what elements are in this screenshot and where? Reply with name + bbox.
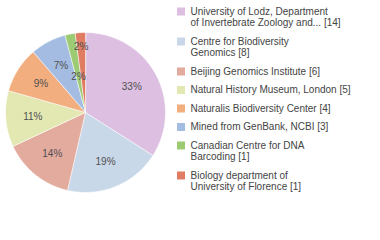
- svg-text:14%: 14%: [42, 148, 62, 159]
- svg-text:2%: 2%: [74, 41, 89, 52]
- svg-text:9%: 9%: [34, 78, 49, 89]
- svg-text:7%: 7%: [54, 60, 69, 71]
- svg-text:Natural History Museum, London: Natural History Museum, London [5]: [191, 84, 351, 95]
- svg-text:Canadian Centre for DNABarcodi: Canadian Centre for DNABarcoding [1]: [191, 140, 305, 163]
- svg-text:Naturalis Biodiversity Center: Naturalis Biodiversity Center [4]: [191, 103, 331, 114]
- svg-text:Beijing Genomics Institute [6]: Beijing Genomics Institute [6]: [191, 66, 321, 77]
- svg-text:Biology department ofUniversit: Biology department ofUniversity of Flore…: [191, 170, 302, 193]
- svg-text:Centre for BiodiversityGenomic: Centre for BiodiversityGenomics [8]: [191, 36, 289, 59]
- svg-text:11%: 11%: [23, 111, 42, 122]
- svg-text:19%: 19%: [96, 156, 116, 167]
- svg-text:33%: 33%: [122, 81, 142, 92]
- svg-text:Mined from GenBank, NCBI [3]: Mined from GenBank, NCBI [3]: [191, 121, 329, 132]
- svg-text:University of Lodz, Department: University of Lodz, Departmentof Inverte…: [191, 6, 341, 29]
- svg-text:2%: 2%: [71, 71, 86, 82]
